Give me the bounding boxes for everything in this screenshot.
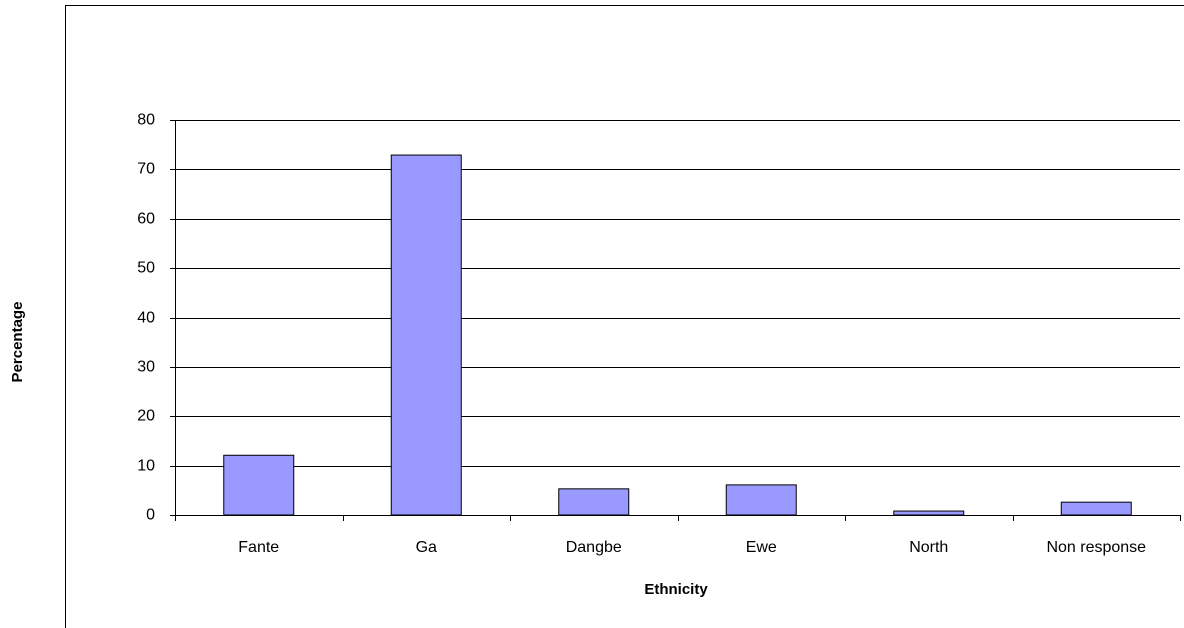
y-tick-label: 50 bbox=[137, 260, 155, 277]
bar bbox=[223, 454, 295, 516]
chart-frame bbox=[65, 5, 1184, 628]
x-tick-label: Non response bbox=[1046, 539, 1146, 556]
x-tick-label: Ewe bbox=[746, 539, 777, 556]
bar bbox=[390, 154, 462, 516]
y-tick-label: 70 bbox=[137, 161, 155, 178]
bar bbox=[893, 510, 965, 516]
x-tick-label: Ga bbox=[416, 539, 437, 556]
y-tick-label: 40 bbox=[137, 310, 155, 327]
x-tick-label: Dangbe bbox=[566, 539, 622, 556]
y-tick-label: 30 bbox=[137, 359, 155, 376]
y-axis-title: Percentage bbox=[9, 302, 26, 383]
x-tick-label: North bbox=[909, 539, 948, 556]
y-tick-label: 60 bbox=[137, 211, 155, 228]
y-tick-label: 80 bbox=[137, 112, 155, 129]
x-tick-label: Fante bbox=[238, 539, 279, 556]
y-tick-label: 20 bbox=[137, 408, 155, 425]
x-axis-title: Ethnicity bbox=[644, 581, 708, 598]
bar bbox=[558, 488, 630, 516]
y-tick-label: 0 bbox=[146, 507, 155, 524]
bar bbox=[725, 484, 797, 516]
y-tick-label: 10 bbox=[137, 458, 155, 475]
bar bbox=[1060, 501, 1132, 516]
